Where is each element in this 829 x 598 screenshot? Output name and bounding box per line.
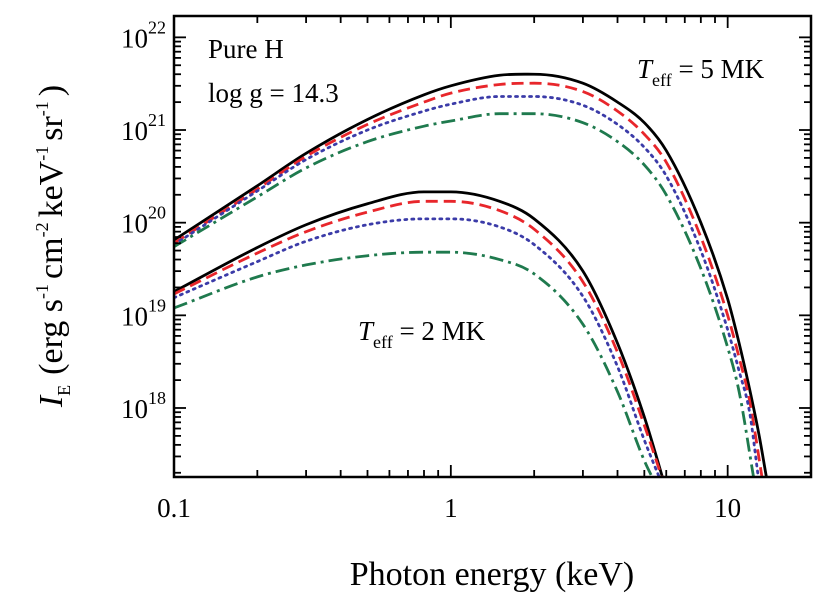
cool-temperature-label: Teff = 2 MK <box>358 316 486 352</box>
spectrum-5mk-dotted-line <box>174 95 760 477</box>
x-tick-label: 0.1 <box>157 493 191 523</box>
plot-frame <box>172 14 813 479</box>
spectrum-2mk-dash-dot-line <box>174 250 654 477</box>
group-teff-5mk <box>174 72 768 477</box>
hot-temperature-label: Teff = 5 MK <box>637 54 765 90</box>
y-tick-label: 1020 <box>121 203 166 239</box>
composition-label: Pure H <box>208 34 284 64</box>
spectrum-5mk-dash-dot-line <box>174 112 755 477</box>
curves-layer <box>174 72 768 477</box>
x-tick-label: 10 <box>714 493 741 523</box>
y-tick-label: 1019 <box>121 295 166 331</box>
y-axis-title: IE(erg s-1cm-2keV-1sr-1) <box>32 85 74 408</box>
spectrum-5mk-solid-line <box>174 72 768 477</box>
ticks-layer: 0.1 1 10 1018 1019 1020 1021 1022 <box>121 16 812 523</box>
group-teff-2mk <box>174 190 664 477</box>
spectrum-2mk-dotted-line <box>174 217 661 477</box>
spectrum-2mk-solid-line <box>174 190 664 477</box>
spectrum-5mk-dashed-line <box>174 81 764 477</box>
x-tick-label: 1 <box>444 493 458 523</box>
y-tick-label: 1022 <box>121 17 166 53</box>
spectrum-2mk-dashed-line <box>174 199 664 477</box>
y-tick-label: 1018 <box>121 388 166 424</box>
x-axis-title: Photon energy (keV) <box>350 556 635 593</box>
y-tick-label: 1021 <box>121 110 166 146</box>
gravity-label: log g = 14.3 <box>208 78 339 108</box>
